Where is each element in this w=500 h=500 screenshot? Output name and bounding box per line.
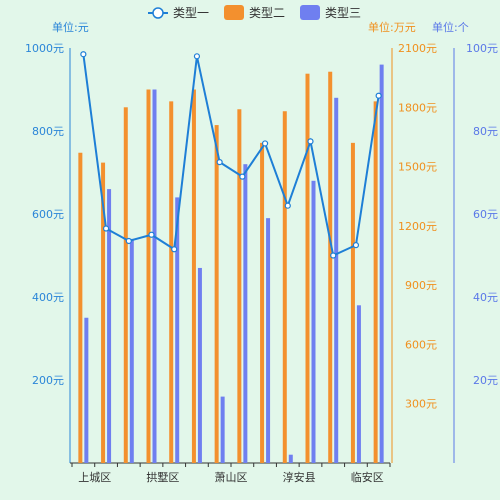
right-axis-unit: 单位:个 — [432, 20, 469, 34]
bar-type2[interactable] — [123, 107, 128, 464]
right-axis-tick-label: 40元 — [473, 291, 498, 304]
mid-axis-ticks: 300元 600元 900元 1200元 1500元 1800元 2100元 — [398, 42, 437, 411]
right-axis-ticks: 20元 40元 60元 80元 100元 — [466, 42, 498, 387]
legend-item-2[interactable]: 类型二 — [224, 5, 285, 20]
mid-axis-unit: 单位:万元 — [368, 20, 416, 34]
mid-axis-tick-label: 2100元 — [398, 42, 437, 55]
left-axis-tick-label: 1000元 — [25, 42, 64, 55]
x-axis-tick-label: 萧山区 — [215, 471, 248, 484]
mid-axis-tick-label: 1200元 — [398, 220, 437, 233]
bar-type3[interactable] — [356, 305, 361, 463]
mid-axis-tick-label: 900元 — [405, 279, 437, 292]
mid-axis-tick-label: 300元 — [405, 398, 437, 411]
left-axis-ticks: 200元 400元 600元 800元 1000元 — [25, 42, 64, 387]
bar-type3[interactable] — [334, 97, 339, 464]
line-point-type1[interactable] — [352, 242, 360, 249]
bar-type3[interactable] — [107, 189, 112, 463]
left-axis-tick-label: 400元 — [32, 291, 64, 304]
x-axis-tick-label: 临安区 — [351, 470, 384, 484]
bar-type2[interactable] — [101, 162, 106, 463]
right-axis-tick-label: 60元 — [473, 208, 498, 221]
right-axis-tick-label: 100元 — [466, 42, 498, 55]
bar-type2[interactable] — [328, 71, 333, 463]
mid-axis-tick-label: 1500元 — [398, 161, 437, 174]
series-bars-type3[interactable] — [84, 64, 384, 464]
x-axis-tick-label: 拱墅区 — [146, 470, 179, 484]
line-point-type1[interactable] — [102, 225, 110, 232]
bar-type3[interactable] — [197, 267, 202, 463]
bar-type2[interactable] — [78, 152, 83, 463]
left-axis-tick-label: 200元 — [32, 374, 64, 387]
line-point-type1[interactable] — [125, 237, 132, 245]
bar-type3[interactable] — [129, 238, 134, 463]
bar-type2[interactable] — [237, 109, 242, 463]
bar-type3[interactable] — [152, 89, 157, 464]
bar-type3[interactable] — [311, 180, 316, 464]
bar-type3[interactable] — [243, 164, 248, 463]
line-point-type1[interactable] — [330, 252, 337, 259]
bar-type3[interactable] — [220, 396, 225, 463]
bar-type2[interactable] — [373, 101, 378, 463]
line-type1[interactable] — [82, 54, 380, 257]
line-point-type1[interactable] — [284, 202, 291, 209]
left-axis-tick-label: 800元 — [32, 125, 64, 138]
left-axis-tick-label: 600元 — [32, 208, 64, 221]
bar-type2[interactable] — [169, 101, 174, 463]
x-axis-tick-label: 上城区 — [78, 471, 111, 484]
mid-axis-tick-label: 600元 — [405, 338, 437, 351]
legend-label: 类型一 — [173, 6, 209, 20]
left-axis-unit: 单位:元 — [52, 20, 89, 34]
series-bars-type2[interactable] — [78, 71, 378, 464]
line-point-type1[interactable] — [239, 173, 246, 180]
legend-circle-icon — [152, 7, 164, 19]
bar-type2[interactable] — [214, 125, 219, 464]
legend-item-3[interactable]: 类型三 — [300, 5, 361, 20]
line-point-type1[interactable] — [80, 51, 87, 58]
bar-type3[interactable] — [175, 197, 180, 463]
bar-type2[interactable] — [305, 73, 310, 463]
right-axis-tick-label: 80元 — [473, 125, 498, 138]
bar-type2[interactable] — [282, 111, 287, 463]
legend-swatch-icon — [224, 5, 244, 20]
line-point-type1[interactable] — [216, 159, 223, 166]
legend-label: 类型二 — [249, 6, 285, 20]
line-point-type1[interactable] — [171, 246, 178, 253]
legend[interactable]: 类型一 类型二 类型三 — [148, 5, 361, 20]
line-point-type1[interactable] — [261, 140, 269, 147]
bar-type2[interactable] — [350, 142, 355, 463]
bar-type3[interactable] — [84, 317, 89, 463]
x-axis-ticks: 上城区 拱墅区 萧山区 淳安县 临安区 — [71, 463, 391, 484]
bar-type2[interactable] — [191, 89, 196, 464]
bar-type3[interactable] — [288, 454, 293, 463]
line-point-type1[interactable] — [307, 138, 314, 145]
legend-label: 类型三 — [325, 6, 361, 20]
bar-type2[interactable] — [260, 142, 265, 463]
bar-type2[interactable] — [146, 89, 151, 464]
right-axis-tick-label: 20元 — [473, 374, 498, 387]
line-point-type1[interactable] — [148, 231, 155, 238]
bar-type3[interactable] — [266, 218, 271, 463]
legend-item-1[interactable]: 类型一 — [148, 6, 209, 20]
bar-type3[interactable] — [379, 64, 384, 463]
series-line-type1[interactable] — [80, 51, 382, 259]
legend-swatch-icon — [300, 5, 320, 20]
mid-axis-tick-label: 1800元 — [398, 101, 437, 114]
line-point-type1[interactable] — [375, 92, 382, 99]
line-point-type1[interactable] — [193, 53, 201, 60]
x-axis-tick-label: 淳安县 — [283, 470, 316, 484]
